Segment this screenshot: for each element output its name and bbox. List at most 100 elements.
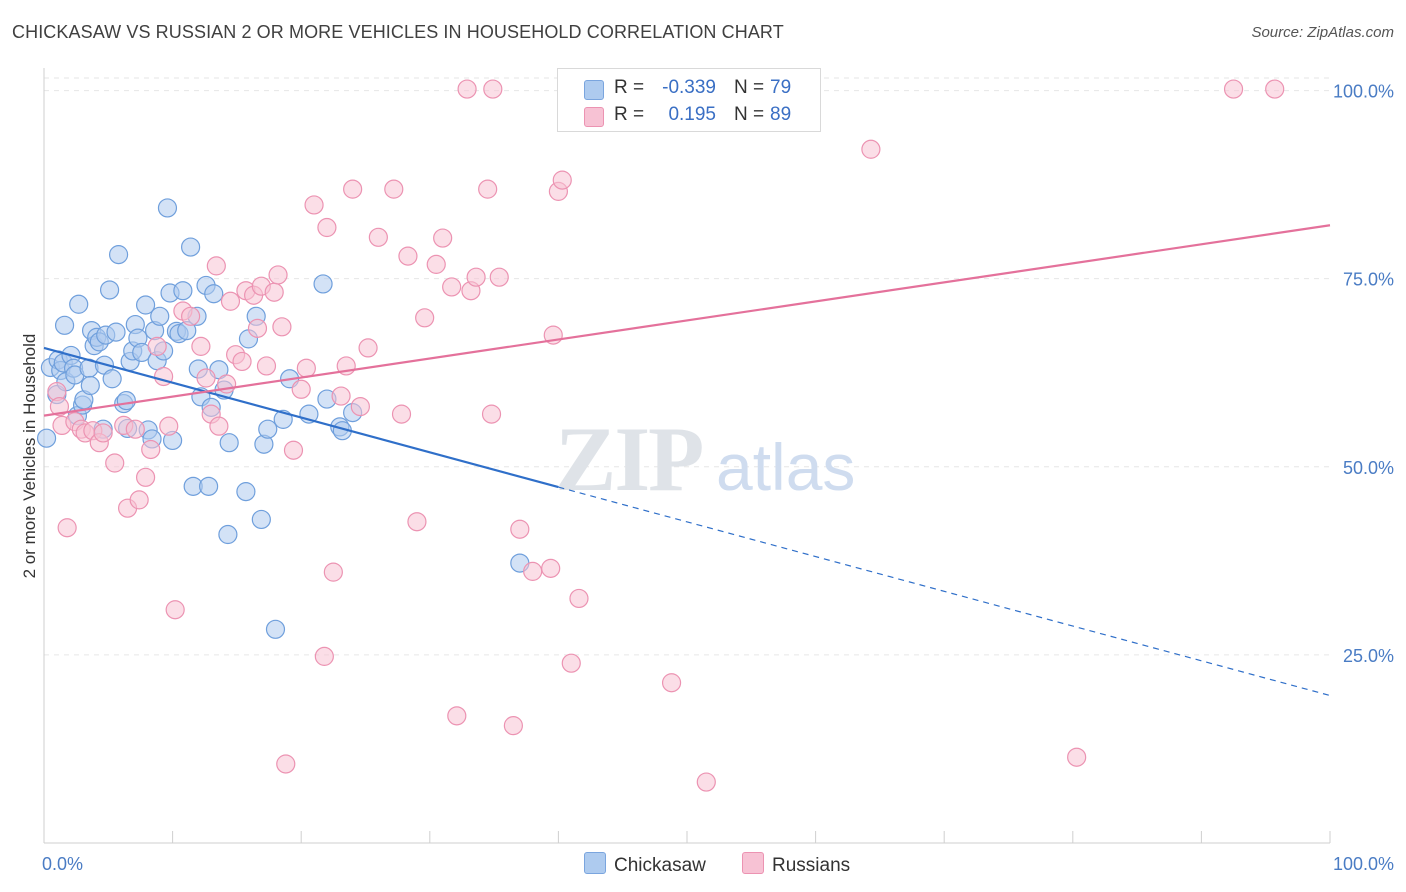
point-russians (391, 404, 412, 424)
trend-line-chickasaw-extrapolated (558, 486, 1331, 697)
point-russians (256, 356, 277, 376)
y-tick-label: 50.0% (1343, 458, 1394, 478)
point-russians (510, 519, 530, 539)
point-russians (141, 439, 161, 460)
point-russians (232, 351, 252, 372)
point-chickasaw (251, 509, 271, 530)
point-russians (384, 179, 404, 199)
correlation-legend: R = -0.339 N = 79 R = 0.195 N = 89 (557, 68, 821, 132)
point-chickasaw (150, 306, 170, 326)
y-tick-label: 75.0% (1343, 270, 1394, 290)
y-tick-labels: 25.0% 50.0% 75.0% 100.0% (1333, 82, 1394, 666)
point-russians (466, 267, 486, 287)
watermark: ZIP atlas (555, 408, 855, 510)
legend-label-russians: Russians (772, 855, 851, 876)
point-chickasaw (173, 281, 193, 301)
point-russians (407, 512, 427, 532)
point-russians (523, 561, 543, 581)
legend-item-russians: Russians (742, 852, 850, 877)
legend-row-chickasaw: R = -0.339 N = 79 (558, 73, 820, 101)
point-russians (209, 416, 229, 436)
point-chickasaw (69, 294, 89, 314)
point-russians (165, 600, 185, 620)
point-russians (317, 217, 337, 238)
point-russians (433, 228, 453, 248)
point-chickasaw (116, 390, 136, 411)
point-chickasaw (265, 619, 286, 639)
point-chickasaw (204, 284, 224, 304)
point-chickasaw (135, 295, 156, 315)
point-russians (1067, 747, 1087, 767)
legend-swatch-chickasaw (584, 80, 604, 100)
point-russians (314, 646, 334, 666)
point-russians (457, 79, 477, 99)
point-russians (291, 379, 311, 399)
point-chickasaw (218, 524, 238, 545)
legend-swatch-chickasaw (584, 852, 606, 874)
point-russians (1265, 79, 1285, 99)
point-chickasaw (313, 274, 333, 294)
point-russians (125, 419, 145, 439)
point-russians (861, 139, 881, 159)
x-tick-labels: 0.0% 100.0% (42, 854, 1394, 874)
point-russians (276, 754, 296, 774)
point-russians (283, 440, 304, 460)
legend-r-label: R = (614, 77, 645, 98)
trend-lines (43, 224, 1331, 697)
point-russians (196, 368, 216, 388)
data-points (36, 79, 1285, 792)
point-russians (220, 291, 241, 311)
y-tick-label: 25.0% (1343, 646, 1394, 666)
point-chickasaw (102, 369, 122, 389)
point-russians (1223, 79, 1244, 99)
point-russians (105, 453, 125, 473)
legend-row-russians: R = 0.195 N = 89 (558, 100, 820, 128)
point-russians (489, 267, 509, 287)
point-russians (343, 179, 363, 199)
point-chickasaw (108, 245, 129, 265)
legend-n-label: N = (734, 104, 765, 125)
point-chickasaw (219, 433, 239, 453)
point-chickasaw (80, 375, 100, 396)
point-russians (483, 79, 503, 99)
legend-item-chickasaw: Chickasaw (584, 852, 706, 877)
point-russians (478, 179, 498, 199)
point-russians (541, 558, 561, 578)
chart-title: CHICKASAW VS RUSSIAN 2 OR MORE VEHICLES … (12, 22, 784, 42)
point-russians (191, 336, 211, 356)
point-russians (159, 416, 179, 436)
watermark-zip: ZIP (555, 408, 702, 510)
point-russians (135, 467, 156, 487)
point-russians (661, 673, 682, 693)
point-russians (49, 396, 70, 417)
y-axis-title: 2 or more Vehicles in Household (20, 334, 39, 579)
legend-r-label: R = (614, 104, 645, 125)
point-russians (331, 386, 351, 406)
point-chickasaw (157, 198, 178, 218)
point-russians (147, 336, 167, 356)
point-russians (358, 338, 378, 358)
x-ticks (43, 831, 1331, 843)
point-russians (569, 588, 589, 609)
source-label: Source: ZipAtlas.com (1251, 24, 1394, 41)
point-chickasaw (258, 419, 278, 439)
point-russians (447, 706, 467, 726)
trend-line-chickasaw (43, 346, 559, 489)
legend-swatch-russians (584, 107, 604, 127)
legend-n-value-chickasaw: 79 (770, 77, 792, 98)
point-russians (350, 396, 370, 417)
point-russians (415, 308, 435, 328)
legend-r-value-russians: 0.195 (668, 104, 716, 125)
point-chickasaw (181, 237, 201, 257)
point-russians (296, 358, 316, 378)
point-chickasaw (99, 280, 120, 300)
point-russians (398, 246, 418, 266)
point-chickasaw (106, 322, 126, 342)
legend-label-chickasaw: Chickasaw (614, 855, 706, 876)
point-russians (264, 282, 284, 302)
point-russians (304, 195, 324, 215)
point-russians (696, 772, 716, 792)
point-russians (93, 423, 113, 443)
legend-n-label: N = (734, 77, 765, 98)
